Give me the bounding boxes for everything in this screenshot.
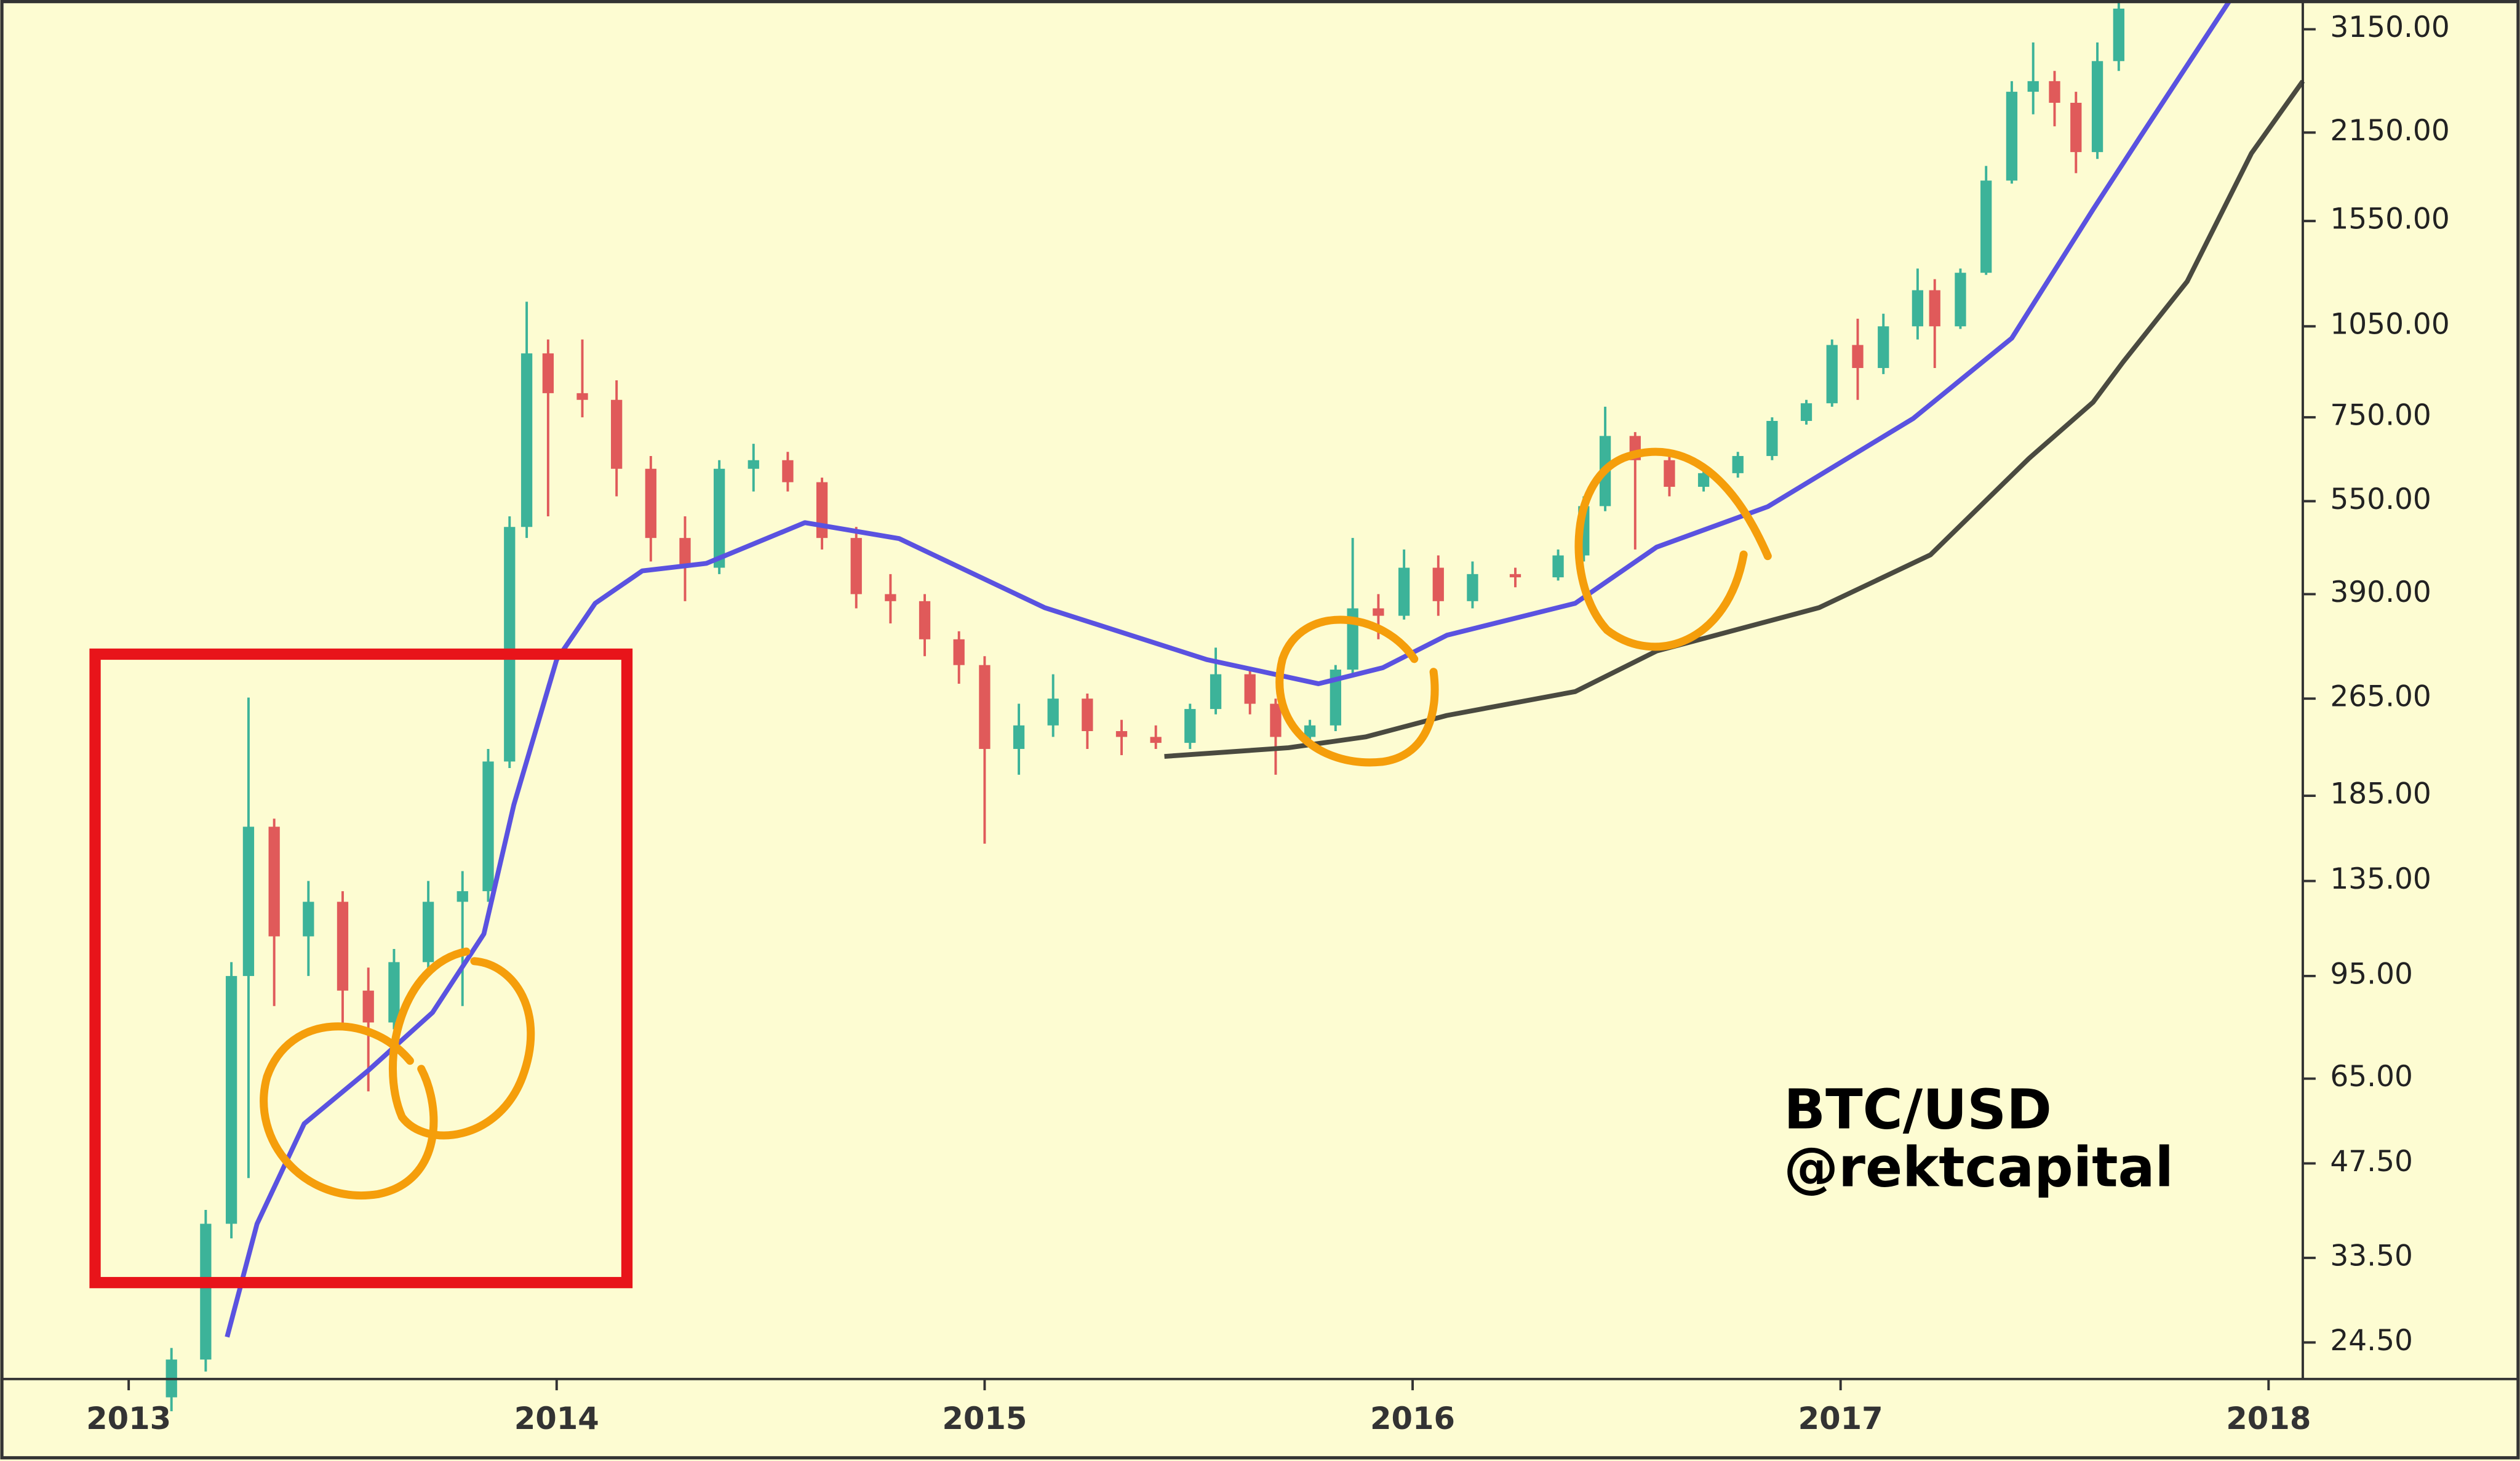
candle-body [225,975,237,1224]
candle-body [1082,698,1093,731]
plot [165,0,2305,1412]
candle-body [1330,670,1341,726]
y-tick-label: 750.00 [2330,399,2431,433]
candle-body [1244,674,1256,704]
candle-body [1047,698,1059,726]
candle-body [388,962,400,1023]
y-tick-label: 95.00 [2330,957,2413,991]
circle-mark [1574,447,1772,651]
candle-body [362,990,374,1023]
candle-body [1826,345,1838,404]
y-tick-label: 135.00 [2330,862,2431,896]
candle-body [1552,555,1564,578]
candle-body [1210,674,1222,710]
y-tick-label: 24.50 [2330,1324,2413,1358]
candle-body [2006,92,2018,181]
candle-body [1115,730,1128,737]
candle-body [1270,703,1282,737]
author-label: @rektcapital [1784,1135,2174,1199]
candle-body [1184,709,1196,743]
candle-body [885,594,896,601]
candle-body [816,482,828,538]
candle-body [679,538,691,568]
candle-body [1878,326,1889,368]
candle-body [1432,567,1444,601]
candle-body [1852,345,1864,368]
candle-body [1373,608,1384,616]
candle-body [2049,81,2060,103]
candle-body [1467,574,1478,601]
y-tick-label: 1050.00 [2330,308,2449,342]
candle-body [1980,180,1992,273]
x-tick-label: 2013 [86,1401,171,1436]
candle-body [2113,8,2124,62]
y-tick-label: 47.50 [2330,1145,2413,1179]
candle-body [1766,420,1778,456]
moving-average [1164,79,2305,759]
candle-body [782,460,794,482]
candle-body [2091,61,2103,153]
highlight-box [89,648,633,1289]
y-tick-label: 3150.00 [2330,10,2449,44]
moving-average [225,0,2232,1338]
candle-body [1150,737,1162,743]
candle-body [1929,290,1940,327]
candle-body [919,601,931,639]
candle-body [242,827,255,976]
candle-body [2027,81,2039,92]
candle-body [303,902,314,937]
candle-body [748,460,759,469]
candle-body [1800,403,1812,421]
y-tick-label: 33.50 [2330,1239,2413,1273]
y-tick-label: 65.00 [2330,1060,2413,1094]
y-tick-label: 390.00 [2330,575,2431,609]
pair-label: BTC/USD [1784,1078,2052,1141]
candle-body [1304,725,1316,737]
candle-body [1398,567,1410,616]
x-tick-label: 2016 [1370,1401,1455,1436]
candle-body [200,1223,212,1360]
candle-body [1955,273,1966,327]
candle-body [422,902,434,963]
candle-body [979,665,991,749]
x-tick-label: 2014 [514,1401,599,1436]
candle-body [520,353,533,527]
circle-mark [260,1022,438,1199]
x-tick-label: 2015 [942,1401,1027,1436]
x-tick-label: 2018 [2226,1401,2311,1436]
candle-body [1509,574,1521,578]
y-tick-label: 265.00 [2330,680,2431,714]
candle-body [2070,103,2082,153]
candle-body [1732,455,1744,473]
candle-body [268,827,280,937]
candle-body [1013,725,1025,749]
candle-body [1664,460,1675,487]
circle-marks [260,447,1772,1199]
circle-mark [388,947,535,1140]
candle-body [542,353,554,393]
candle-body [645,468,656,538]
y-tick-label: 1550.00 [2330,202,2449,236]
candle-body [953,639,965,665]
candle-body [504,527,516,762]
candle-body [611,399,623,469]
candle-body [482,761,494,892]
candle-body [713,468,725,568]
candle-body [337,902,349,991]
candle-body [576,393,588,400]
circle-mark [1275,615,1439,767]
y-tick-label: 185.00 [2330,777,2431,811]
candle-body [850,538,862,594]
candle-body [457,891,468,902]
x-tick-label: 2017 [1798,1401,1883,1436]
y-tick-label: 550.00 [2330,482,2431,516]
candle-body [1697,473,1710,487]
y-tick-label: 2150.00 [2330,114,2449,148]
candle-body [1912,290,1924,327]
